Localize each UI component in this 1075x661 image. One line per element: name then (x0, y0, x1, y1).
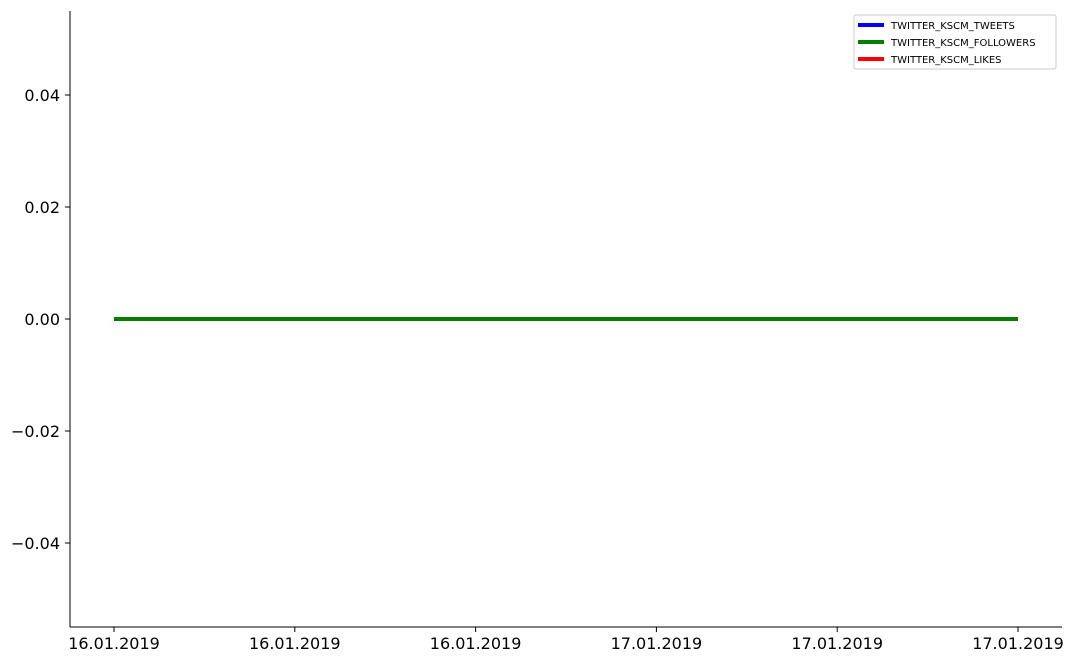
x-tick-label: 16.01.2019 (68, 634, 160, 653)
y-tick-label: −0.02 (11, 422, 60, 441)
x-tick-label: 16.01.2019 (249, 634, 341, 653)
y-tick-label: 0.00 (24, 310, 60, 329)
legend: TWITTER_KSCM_TWEETS TWITTER_KSCM_FOLLOWER… (853, 14, 1057, 70)
x-tick-label: 16.01.2019 (430, 634, 522, 653)
y-tick-label: −0.04 (11, 534, 60, 553)
x-tick-label: 17.01.2019 (972, 634, 1064, 653)
legend-box (853, 14, 1057, 70)
x-tick-label: 17.01.2019 (791, 634, 883, 653)
y-tick-label: 0.04 (24, 86, 60, 105)
legend-label: TWITTER_KSCM_LIKES (890, 55, 1002, 66)
legend-label: TWITTER_KSCM_TWEETS (890, 21, 1015, 32)
x-tick-label: 17.01.2019 (611, 634, 703, 653)
x-axis-ticks: 16.01.2019 16.01.2019 16.01.2019 17.01.2019… (68, 627, 1064, 653)
y-axis-ticks: 0.04 0.02 0.00 −0.02 −0.04 (11, 86, 70, 553)
legend-label: TWITTER_KSCM_FOLLOWERS (890, 38, 1036, 49)
y-tick-label: 0.02 (24, 198, 60, 217)
